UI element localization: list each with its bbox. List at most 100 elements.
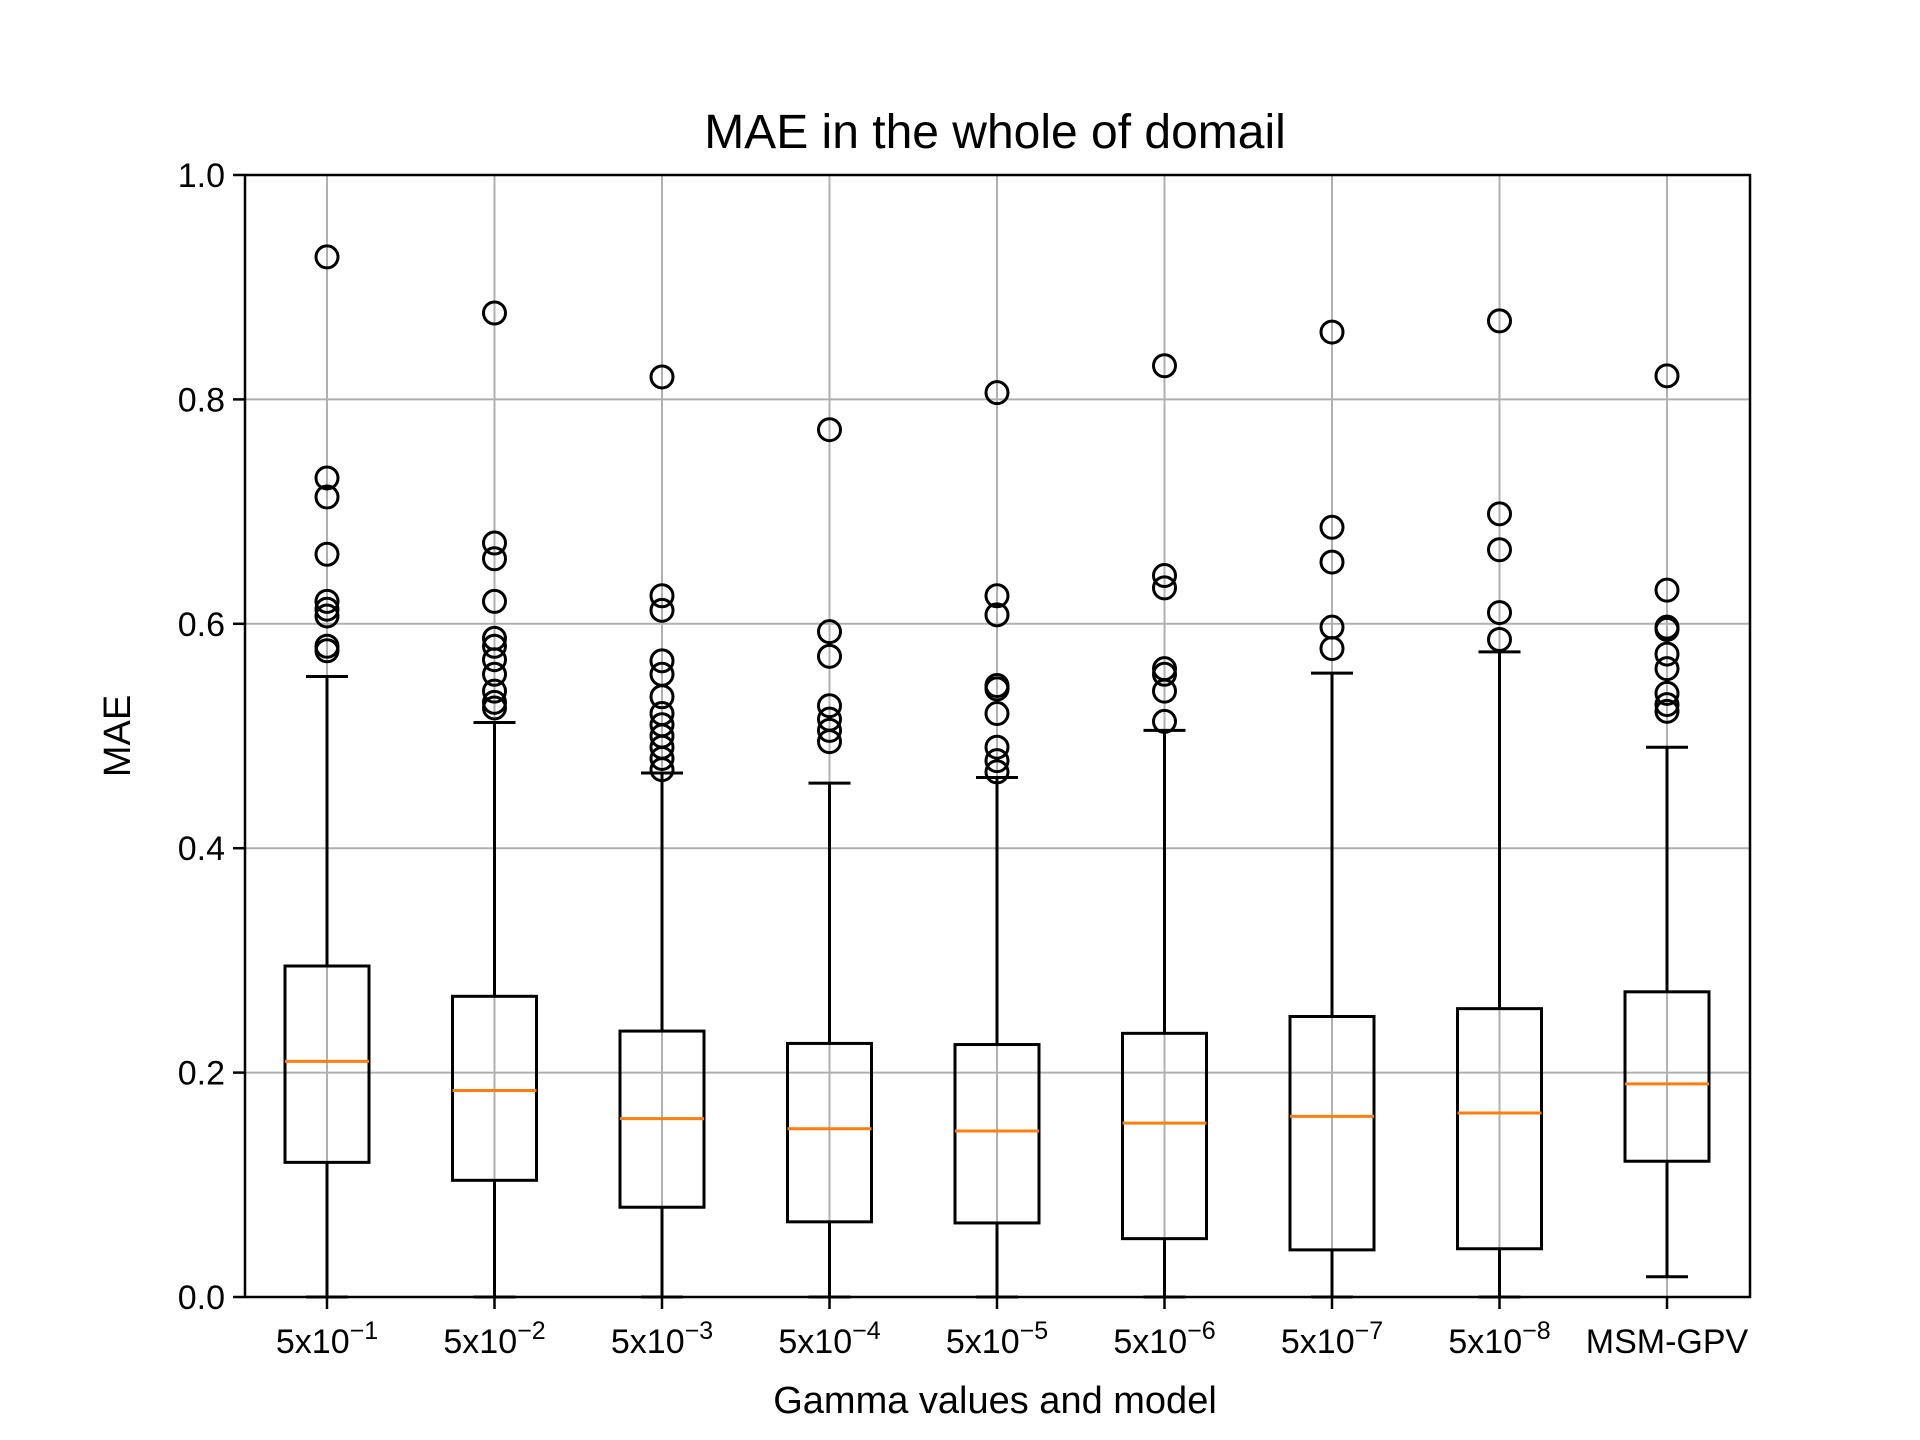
x-tick-label-exponent: −8	[1522, 1317, 1551, 1345]
outlier-point	[984, 602, 1010, 628]
outlier-point	[1152, 353, 1177, 379]
y-tick-label: 0.4	[178, 830, 225, 868]
x-tick-label: MSM-GPV	[1586, 1323, 1749, 1361]
y-axis-label: MAE	[97, 695, 139, 777]
y-tick-label: 0.2	[178, 1055, 225, 1093]
x-tick-label-base: 5x10	[611, 1323, 685, 1361]
x-tick-label-base: 5x10	[443, 1323, 517, 1361]
x-tick-label: 5x10−8	[1448, 1317, 1550, 1361]
outlier-point	[314, 465, 340, 491]
outlier-point	[314, 603, 340, 629]
x-tick-label-base: 5x10	[1113, 1323, 1187, 1361]
x-tick-label-base: 5x10	[276, 1323, 350, 1361]
box-group	[953, 380, 1041, 1299]
outlier-point	[817, 729, 842, 755]
outlier-point	[817, 717, 842, 743]
outlier-point	[482, 678, 507, 704]
x-tick-label-exponent: −7	[1355, 1317, 1384, 1345]
outlier-point	[1654, 641, 1680, 667]
x-tick-label: 5x10−3	[611, 1317, 713, 1361]
outlier-point	[649, 757, 675, 783]
outlier-point	[1654, 680, 1680, 706]
x-tick-label-exponent: −1	[350, 1317, 379, 1345]
x-tick-label-base: 5x10	[946, 1323, 1020, 1361]
outlier-point	[817, 693, 842, 719]
outlier-point	[984, 676, 1010, 702]
outlier-point	[984, 380, 1010, 406]
chart-title: MAE in the whole of domail	[704, 106, 1286, 159]
outlier-point	[314, 244, 340, 270]
outlier-point	[817, 619, 842, 645]
outlier-point	[314, 484, 340, 510]
iqr-box	[953, 1043, 1041, 1225]
outlier-point	[1654, 616, 1680, 642]
outlier-point	[649, 745, 675, 771]
outlier-point	[984, 748, 1010, 774]
box-group	[786, 417, 873, 1299]
y-tick-label: 0.8	[178, 381, 225, 419]
box-group	[1288, 319, 1376, 1299]
plot-area	[283, 244, 1711, 1299]
iqr-box	[283, 964, 371, 1164]
box-group	[618, 364, 706, 1299]
x-tick-label-base: MSM-GPV	[1586, 1323, 1749, 1361]
outlier-point	[482, 695, 507, 721]
outlier-point	[314, 638, 340, 664]
outlier-point	[1654, 577, 1680, 603]
outlier-point	[1654, 698, 1680, 724]
x-tick-label-exponent: −4	[852, 1317, 881, 1345]
outlier-point	[482, 661, 507, 687]
outlier-point	[1487, 600, 1512, 626]
outlier-point	[1654, 692, 1680, 718]
outlier-point	[649, 364, 675, 390]
x-tick-label-exponent: −5	[1020, 1317, 1049, 1345]
outlier-point	[649, 597, 675, 623]
outlier-point	[1319, 635, 1345, 661]
box-group	[1121, 353, 1208, 1299]
x-tick-label: 5x10−5	[946, 1317, 1048, 1361]
outlier-point	[649, 583, 675, 609]
outlier-point	[1319, 514, 1345, 540]
outlier-point	[984, 701, 1010, 727]
x-tick-label: 5x10−1	[276, 1317, 378, 1361]
outlier-point	[482, 633, 507, 659]
y-tick-label: 1.0	[178, 157, 225, 195]
x-axis-label: Gamma values and model	[773, 1380, 1217, 1422]
iqr-box	[786, 1041, 873, 1224]
outlier-point	[482, 300, 507, 326]
outlier-point	[1487, 627, 1512, 653]
box-group	[1456, 308, 1543, 1299]
outlier-point	[984, 583, 1010, 609]
outlier-point	[482, 530, 507, 556]
outlier-point	[482, 546, 507, 572]
outlier-point	[984, 759, 1010, 785]
outlier-point	[1487, 308, 1512, 334]
outlier-point	[1152, 661, 1177, 687]
outlier-point	[1319, 319, 1345, 345]
x-tick-label-base: 5x10	[778, 1323, 852, 1361]
box-group	[1623, 363, 1711, 1279]
outlier-point	[817, 417, 842, 443]
box-group	[451, 300, 538, 1299]
outlier-point	[314, 588, 340, 614]
outlier-point	[1487, 501, 1512, 527]
outlier-point	[984, 734, 1010, 760]
box-group	[283, 244, 371, 1299]
outlier-point	[817, 643, 842, 669]
outlier-point	[314, 596, 340, 622]
x-tick-label-base: 5x10	[1448, 1323, 1522, 1361]
outlier-point	[482, 588, 507, 614]
x-tick-label: 5x10−6	[1113, 1317, 1215, 1361]
outlier-point	[1654, 363, 1680, 389]
outlier-point	[1152, 678, 1177, 704]
x-tick-label: 5x10−2	[443, 1317, 545, 1361]
outlier-point	[1487, 537, 1512, 563]
y-tick-label: 0.6	[178, 606, 225, 644]
iqr-box	[1121, 1031, 1208, 1241]
x-tick-label: 5x10−7	[1281, 1317, 1383, 1361]
x-tick-label-base: 5x10	[1281, 1323, 1355, 1361]
outlier-point	[1152, 563, 1177, 589]
outlier-point	[649, 684, 675, 710]
